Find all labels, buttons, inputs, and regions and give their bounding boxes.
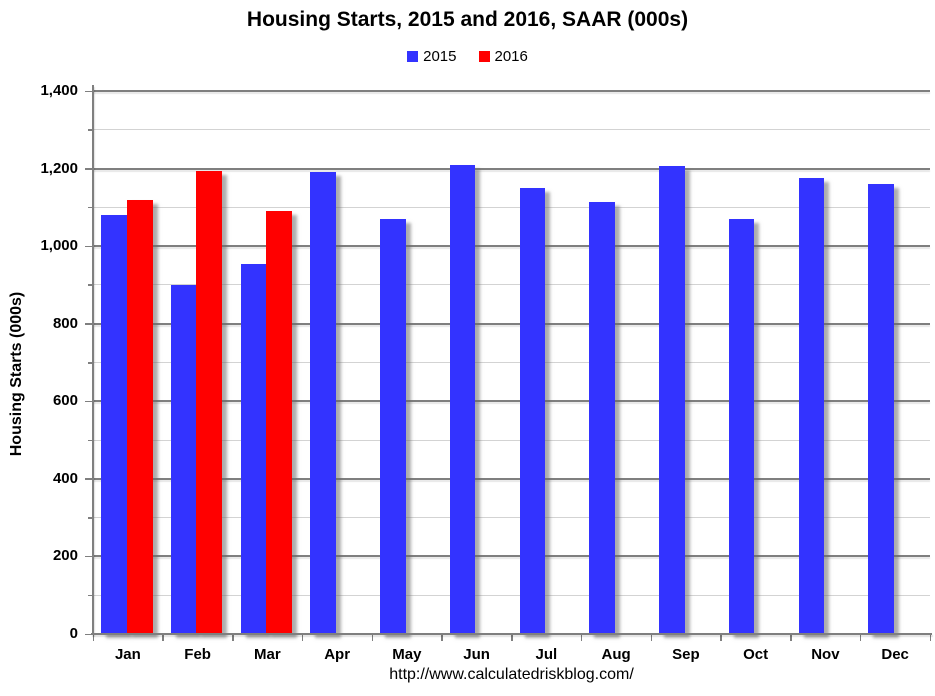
x-category-label: Jun [463, 646, 490, 663]
bar-2015-jan [101, 215, 127, 634]
x-axis-tick [580, 634, 583, 641]
bar-2015-aug [589, 201, 615, 634]
x-category-label: Aug [601, 646, 631, 663]
bar-2015-jun [449, 164, 476, 634]
bar-2015-sep [659, 165, 685, 634]
y-tick-label: 1,000 [40, 237, 78, 255]
x-axis-tick [441, 634, 443, 641]
bar-2016-jan [126, 199, 153, 634]
y-axis-tick [85, 245, 93, 248]
y-tick-label: 1,200 [40, 159, 78, 177]
y-tick-label: 800 [52, 314, 78, 332]
major-gridline [93, 322, 930, 325]
bar-2016-feb [196, 170, 223, 634]
x-category-label: Jan [114, 646, 141, 663]
x-category-label: May [392, 646, 422, 663]
legend-item-2016: 2016 [478, 47, 528, 65]
minor-gridline [93, 594, 930, 596]
x-axis-tick [511, 634, 513, 641]
y-axis-tick [85, 633, 93, 635]
legend-swatch-2015 [407, 50, 419, 62]
y-axis-tick [85, 90, 93, 92]
major-gridline [93, 477, 930, 480]
x-axis-tick [301, 634, 304, 641]
chart-title: Housing Starts, 2015 and 2016, SAAR (000… [246, 8, 689, 31]
x-category-label: Oct [743, 646, 769, 663]
minor-gridline [93, 206, 930, 208]
bar-2015-nov [798, 178, 824, 634]
x-category-label: Feb [184, 646, 211, 663]
minor-gridline [93, 284, 930, 286]
x-axis-tick [92, 634, 94, 641]
minor-gridline [93, 362, 930, 363]
major-gridline [93, 555, 930, 558]
x-axis-tick [650, 634, 652, 641]
y-tick-label: 0 [69, 625, 78, 642]
x-category-label: Sep [672, 646, 700, 663]
y-tick-label: 1,400 [40, 82, 78, 99]
bar-2015-jul [519, 187, 545, 634]
x-category-label: Nov [811, 646, 840, 663]
y-tick-label: 200 [52, 547, 78, 565]
major-gridline [93, 90, 930, 92]
legend-label-2015: 2015 [423, 47, 457, 65]
y-axis-tick [85, 168, 93, 170]
minor-gridline [93, 129, 930, 131]
chart-legend: 2015 2016 [0, 46, 935, 66]
x-axis-tick [859, 634, 862, 641]
y-axis-tick [88, 362, 93, 364]
bar-2015-dec [868, 184, 894, 634]
legend-swatch-2016 [478, 50, 490, 62]
bar-2015-apr [310, 172, 336, 634]
x-axis-tick [162, 634, 164, 641]
y-axis-tick [88, 284, 93, 286]
y-axis-tick [88, 129, 93, 131]
legend-label-2016: 2016 [494, 47, 528, 65]
legend-item-2015: 2015 [407, 47, 457, 65]
x-axis-tick [929, 634, 931, 641]
x-axis-line [91, 633, 932, 635]
y-axis-line [92, 85, 94, 635]
bar-2015-mar [240, 263, 266, 634]
minor-gridline [93, 517, 930, 519]
y-axis-tick [85, 400, 93, 403]
bar-2015-feb [170, 284, 197, 634]
x-category-label: Mar [254, 646, 281, 663]
x-axis-tick [232, 634, 234, 641]
y-axis-tick [85, 555, 93, 558]
bar-2015-oct [728, 218, 755, 634]
source-url: http://www.calculatedriskblog.com/ [389, 666, 634, 683]
y-axis-tick [88, 517, 93, 519]
x-category-label: Jul [535, 646, 558, 663]
y-tick-label: 400 [52, 469, 78, 487]
major-gridline [93, 167, 930, 170]
major-gridline [93, 245, 930, 248]
y-tick-label: 600 [52, 392, 78, 410]
minor-gridline [93, 439, 930, 441]
x-axis-tick [790, 634, 792, 641]
x-category-label: Dec [881, 646, 909, 663]
x-axis-tick [371, 634, 373, 641]
y-axis-tick [85, 478, 93, 480]
y-axis-tick [85, 323, 93, 325]
y-axis-tick [88, 439, 93, 442]
major-gridline [93, 400, 930, 403]
x-category-label: Apr [324, 646, 351, 663]
bar-2016-mar [266, 211, 292, 634]
x-axis-tick [720, 634, 722, 641]
y-axis-tick [88, 594, 93, 597]
y-axis-tick [88, 206, 93, 209]
bar-2015-may [380, 218, 406, 634]
